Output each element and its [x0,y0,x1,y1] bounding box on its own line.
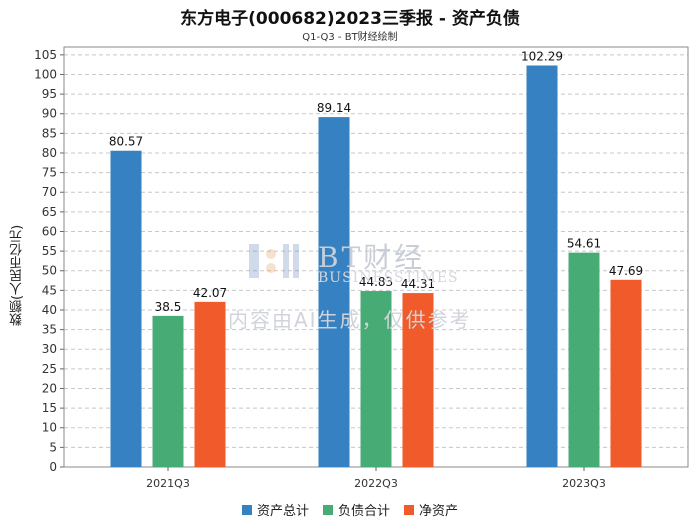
y-tick-label: 40 [42,303,57,317]
data-label: 44.83 [359,275,393,289]
data-label: 54.61 [567,237,601,251]
y-tick-label: 65 [42,205,57,219]
y-tick-label: 20 [42,381,57,395]
y-tick-label: 80 [42,146,57,160]
chart-title: 东方电子(000682)2023三季报 - 资产负债 [180,9,520,29]
data-label: 89.14 [317,101,351,115]
y-tick-label: 105 [34,48,57,62]
y-tick-label: 85 [42,126,57,140]
y-tick-label: 15 [42,401,57,415]
bar [568,252,600,467]
y-tick-label: 95 [42,87,57,101]
y-tick-label: 75 [42,166,57,180]
bar [152,315,184,467]
data-label: 47.69 [609,264,643,278]
y-tick-label: 60 [42,224,57,238]
data-label: 44.31 [401,277,435,291]
legend-label: 负债合计 [337,504,390,519]
legend: 资产总计 负债合计 净资产 [0,500,700,519]
y-tick-label: 55 [42,244,57,258]
x-tick-label: 2021Q3 [146,477,190,490]
legend-swatch [241,504,252,515]
y-tick-label: 10 [42,421,57,435]
x-tick-label: 2022Q3 [354,477,398,490]
data-label: 102.29 [521,49,563,63]
bar [318,117,350,467]
y-tick-label: 25 [42,362,57,376]
bar [402,293,434,467]
legend-swatch [404,504,414,515]
y-tick-label: 90 [42,107,57,121]
y-tick-label: 5 [49,440,57,454]
bar [360,291,392,467]
data-label: 38.5 [155,300,182,314]
y-tick-label: 45 [42,283,57,297]
legend-swatch [322,504,333,515]
legend-label: 资产总计 [256,504,309,519]
data-label: 42.07 [193,286,227,300]
y-tick-label: 0 [49,460,57,474]
y-tick-label: 100 [34,67,57,81]
data-label: 80.57 [109,135,143,149]
legend-item: 负债合计 [322,500,390,519]
y-tick-label: 30 [42,342,57,356]
x-tick-label: 2023Q3 [562,477,606,490]
bar [526,65,558,467]
y-tick-label: 35 [42,323,57,337]
chart-subtitle: Q1-Q3 - BT财经绘制 [302,32,398,43]
y-tick-label: 50 [42,264,57,278]
legend-label: 净资产 [419,504,459,519]
legend-item: 资产总计 [241,500,309,519]
y-tick-label: 70 [42,185,57,199]
bar [110,150,142,467]
legend-item: 净资产 [404,500,458,519]
bar [610,279,642,467]
bar [194,301,226,467]
